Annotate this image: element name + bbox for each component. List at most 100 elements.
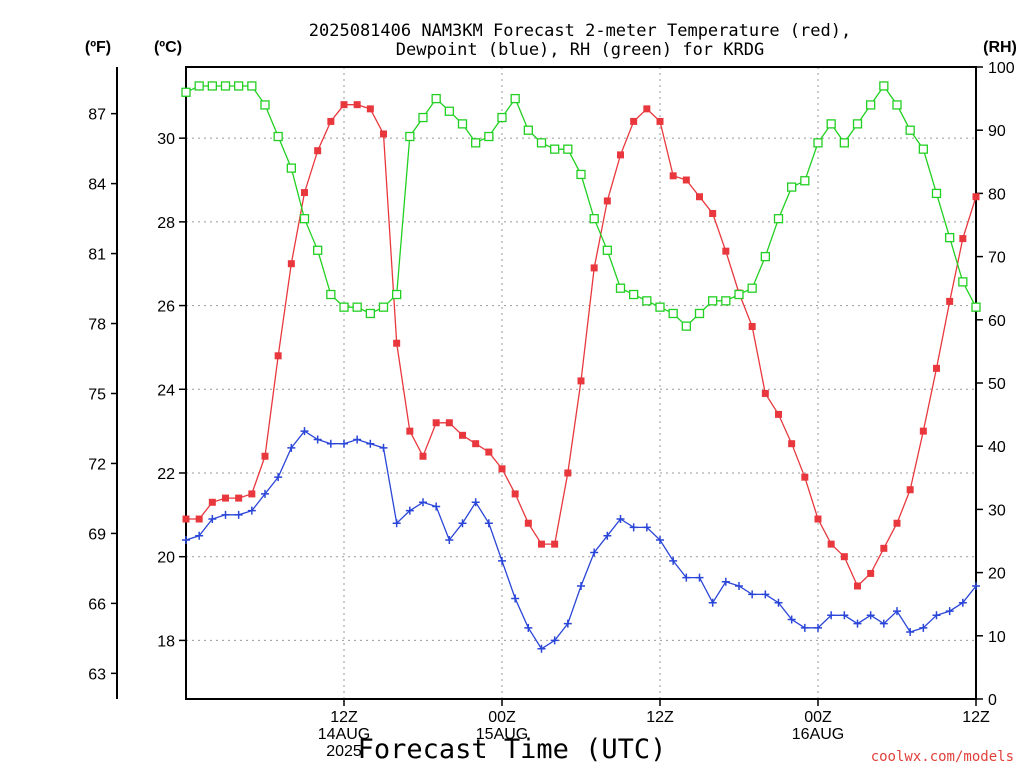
dewpoint-point (748, 590, 757, 599)
temperature-point (459, 431, 466, 439)
dewpoint-point (656, 535, 664, 544)
rh-point (418, 112, 428, 123)
rh-tick-label: 70 (988, 250, 1006, 267)
rh-point (523, 125, 533, 135)
temperature-point (972, 193, 980, 201)
temperature-point (274, 352, 282, 360)
dewpoint-point (787, 615, 796, 624)
dewpoint-point (287, 443, 296, 452)
temperature-point (406, 427, 414, 435)
celsius-tick-label: 30 (157, 131, 175, 148)
x-tick-label: 00Z (488, 709, 516, 726)
dewpoint-point (919, 623, 928, 632)
rh-point (273, 131, 283, 142)
dewpoint-point (498, 556, 506, 565)
chart-title-line1: 2025081406 NAM3KM Forecast 2-meter Tempe… (309, 21, 851, 41)
rh-point (734, 289, 744, 300)
temperature-point (603, 197, 611, 205)
dewpoint-point (642, 523, 651, 532)
rh-point (497, 112, 507, 123)
rh-point (352, 302, 362, 312)
series-layer (181, 81, 981, 653)
rh-point (852, 119, 863, 129)
rh-point (668, 308, 678, 319)
dewpoint-point (853, 619, 862, 628)
dewpoint-point (432, 502, 441, 511)
fahrenheit-tick-label: 66 (88, 596, 106, 613)
x-tick-label: 2025 (326, 743, 362, 760)
x-tick-label: 15AUG (476, 726, 528, 743)
dewpoint-point (379, 443, 388, 452)
temperature-point (617, 151, 624, 159)
rh-tick-label: 10 (988, 629, 1006, 646)
dewpoint-point (735, 581, 743, 590)
dewpoint-point (445, 535, 454, 544)
rh-point (760, 251, 770, 262)
rh-point (431, 93, 441, 104)
temperature-point (445, 419, 453, 427)
rh-point (339, 302, 349, 312)
axes (111, 66, 983, 706)
temperature-point (393, 339, 401, 347)
temperature-point (709, 209, 717, 217)
temperature-point (630, 117, 638, 125)
rh-point (299, 214, 310, 224)
dewpoint-point (708, 598, 717, 607)
dewpoint-point (484, 519, 493, 528)
rh-axis-unit: (RH) (983, 39, 1017, 56)
x-tick-label: 00Z (804, 709, 832, 726)
credit-text: coolwx.com/models (871, 749, 1014, 765)
rh-point (405, 131, 415, 142)
dewpoint-point (945, 607, 954, 616)
x-tick-label: 12Z (646, 709, 674, 726)
rh-tick-label: 20 (988, 566, 1006, 583)
dewpoint-point (721, 577, 730, 586)
rh-point (945, 232, 955, 243)
rh-point (326, 289, 336, 300)
rh-point (365, 308, 375, 319)
dewpoint-point (774, 598, 783, 607)
temperature-point (590, 264, 598, 272)
dewpoint-point (616, 515, 625, 524)
dewpoint-point (405, 506, 414, 515)
temperature-point (222, 494, 229, 502)
fahrenheit-tick-label: 84 (88, 177, 106, 194)
rh-point (931, 188, 942, 199)
rh-point (194, 81, 204, 91)
temperature-point (801, 473, 809, 481)
temperature-point (248, 490, 256, 498)
dewpoint-point (814, 623, 822, 632)
rh-point (510, 93, 520, 104)
rh-point (708, 296, 718, 306)
temperature-point (261, 452, 269, 460)
temperature-point (893, 519, 901, 527)
rh-tick-label: 40 (988, 439, 1006, 456)
rh-point (286, 163, 296, 173)
dewpoint-point (958, 598, 967, 607)
dewpoint-point (893, 607, 901, 616)
dewpoint-point (840, 611, 849, 620)
dewpoint-point (577, 581, 585, 590)
tick-labels: 18 20 22 24 26 28 30 63 66 69 72 75 78 81 84 87 0 10 20 30 4… (88, 60, 1015, 760)
rh-point (457, 119, 468, 129)
temperature-point (722, 247, 730, 255)
rh-point (866, 100, 876, 110)
dewpoint-point (932, 611, 941, 620)
dewpoint-point (234, 510, 243, 519)
fahrenheit-tick-label: 72 (88, 456, 106, 473)
rh-point (247, 81, 257, 91)
dewpoint-point (353, 435, 362, 444)
rh-point (471, 138, 481, 148)
temperature-point (919, 427, 927, 435)
rh-tick-label: 80 (988, 186, 1006, 203)
dewpoint-point (274, 473, 283, 482)
rh-point (602, 245, 612, 255)
x-tick-label: 12Z (962, 709, 990, 726)
dewpoint-point (340, 439, 348, 448)
dewpoint-point (603, 531, 612, 540)
temperature-point (340, 101, 348, 109)
temperature-point (551, 540, 559, 548)
temperature-point (775, 410, 782, 418)
temperature-point (314, 147, 322, 155)
